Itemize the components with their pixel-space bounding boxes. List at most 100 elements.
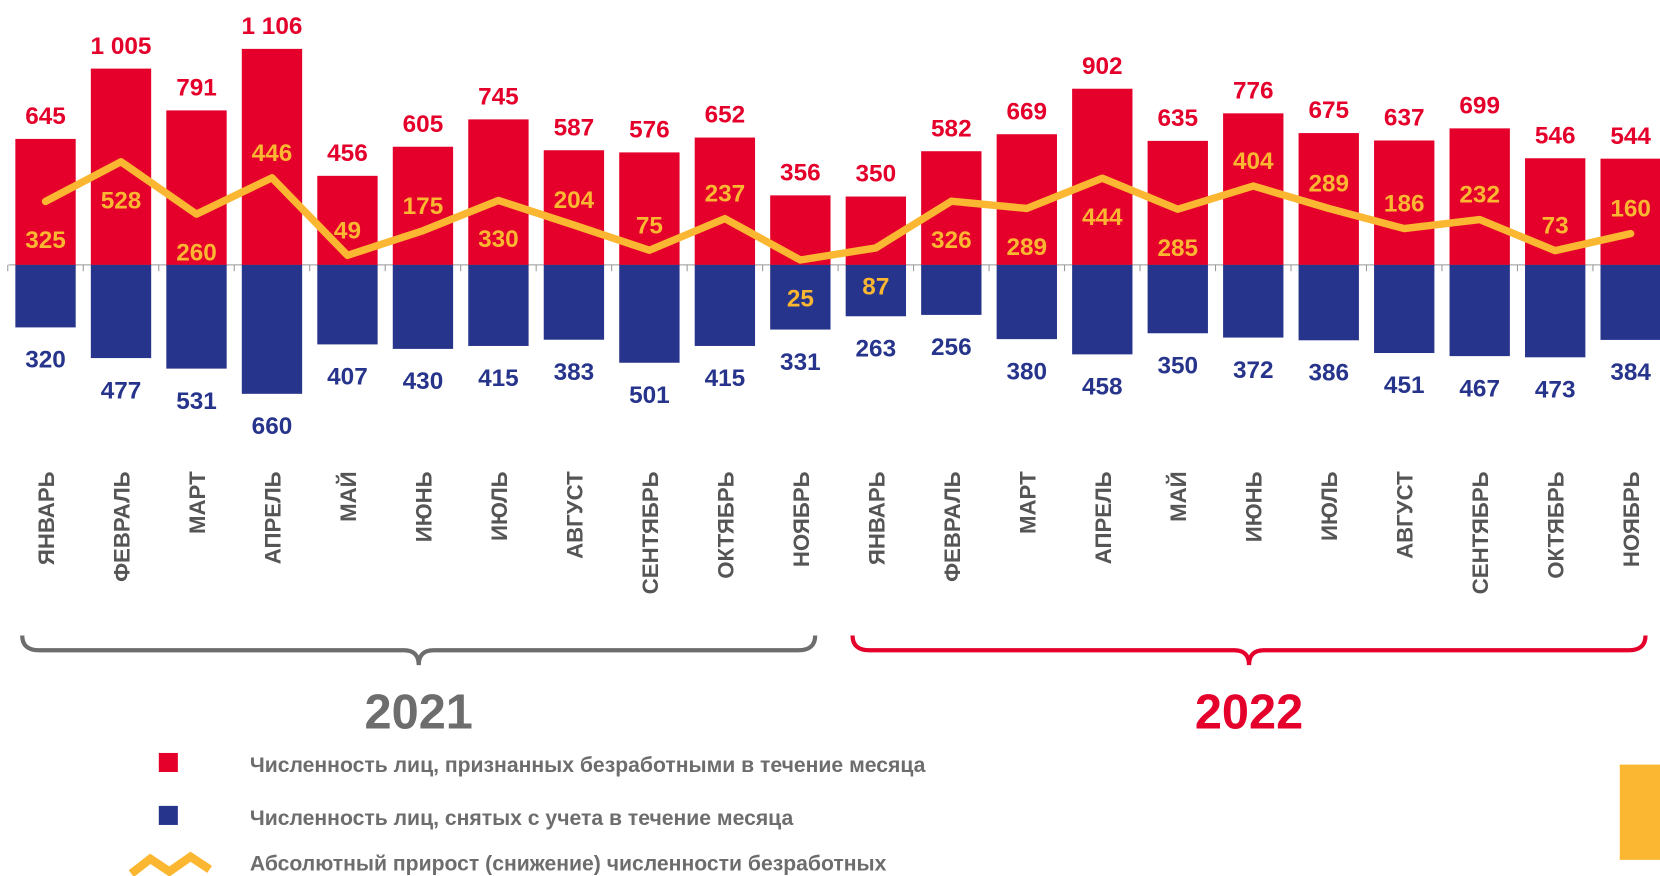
line-label: 73: [1542, 213, 1569, 240]
bar-removed: [1298, 264, 1359, 341]
line-label: 186: [1384, 191, 1425, 218]
x-tick-label: МАЙ: [1166, 471, 1191, 522]
data-label: 544: [1610, 123, 1651, 150]
bar-unemployed: [392, 146, 454, 265]
data-label: 415: [705, 365, 746, 392]
data-label: 635: [1157, 105, 1198, 132]
data-label: 652: [705, 102, 746, 129]
line-label: 87: [862, 273, 889, 300]
data-label: 380: [1007, 358, 1048, 385]
x-tick-label: ИЮНЬ: [411, 471, 436, 542]
line-label: 175: [403, 193, 444, 220]
bar-removed: [996, 264, 1057, 340]
data-label: 350: [856, 161, 897, 188]
data-label: 776: [1233, 78, 1274, 105]
data-label: 458: [1082, 374, 1123, 401]
data-label: 637: [1384, 105, 1425, 132]
data-label: 675: [1308, 97, 1349, 124]
x-tick-label: ФЕВРАЛЬ: [940, 471, 965, 582]
period-brace: [20, 635, 818, 666]
line-label: 528: [101, 187, 142, 214]
bar-unemployed: [166, 110, 227, 265]
data-label: 456: [327, 140, 368, 167]
legend-label: Абсолютный прирост (снижение) численност…: [250, 852, 887, 875]
x-tick-label: ИЮЛЬ: [1317, 471, 1342, 541]
data-label: 386: [1308, 360, 1349, 387]
bar-removed: [1600, 264, 1660, 340]
bar-unemployed: [468, 119, 529, 265]
line-label: 285: [1157, 235, 1198, 262]
x-tick-label: МАРТ: [1015, 471, 1040, 534]
bar-removed: [619, 264, 680, 363]
data-label: 587: [554, 114, 595, 141]
data-label: 791: [176, 75, 217, 102]
data-label: 501: [629, 382, 670, 409]
data-label: 467: [1459, 375, 1500, 402]
bar-removed: [468, 264, 529, 346]
line-label: 289: [1007, 234, 1048, 261]
legend-swatch: [158, 805, 178, 825]
line-label: 330: [478, 226, 519, 253]
bar-removed: [543, 264, 605, 340]
bar-removed: [90, 264, 152, 359]
bar-removed: [770, 264, 831, 330]
x-tick-label: ИЮЛЬ: [487, 471, 512, 541]
line-label: 289: [1308, 171, 1349, 198]
bar-removed: [1147, 264, 1208, 334]
data-label: 473: [1535, 377, 1576, 404]
bar-removed: [241, 264, 303, 394]
data-label: 699: [1459, 93, 1500, 120]
line-label: 204: [554, 187, 595, 214]
data-label: 383: [554, 359, 595, 386]
data-label: 477: [101, 377, 142, 404]
legend-label: Численность лиц, признанных безработными…: [250, 754, 926, 777]
line-label: 25: [787, 286, 814, 313]
bar-removed: [1525, 264, 1586, 358]
x-tick-label: ЯНВАРЬ: [864, 471, 889, 565]
line-label: 260: [176, 240, 217, 267]
line-label: 325: [25, 227, 66, 254]
data-label: 350: [1157, 353, 1198, 380]
period-label: 2022: [1195, 686, 1303, 740]
legend-label: Численность лиц, снятых с учета в течени…: [250, 807, 794, 830]
data-label: 576: [629, 117, 670, 144]
data-label: 263: [856, 336, 897, 363]
bar-unemployed: [543, 150, 605, 265]
data-label: 320: [25, 347, 66, 374]
x-tick-label: СЕНТЯБРЬ: [638, 471, 663, 594]
bar-removed: [1072, 264, 1133, 355]
bar-removed: [1223, 264, 1284, 338]
bar-unemployed: [694, 137, 756, 265]
data-label: 451: [1384, 372, 1425, 399]
bar-unemployed: [90, 68, 152, 265]
bar-removed: [845, 264, 907, 317]
x-tick-label: АВГУСТ: [1393, 471, 1418, 559]
data-label: 1 106: [242, 13, 303, 40]
legend-swatch: [128, 851, 212, 876]
bar-removed: [1374, 264, 1435, 353]
x-tick-label: НОЯБРЬ: [1619, 471, 1644, 567]
data-label: 582: [931, 115, 972, 142]
data-label: 902: [1082, 53, 1123, 80]
line-label: 444: [1082, 204, 1123, 231]
bar-unemployed: [241, 48, 303, 265]
bar-unemployed: [1374, 140, 1435, 265]
data-label: 430: [403, 368, 444, 395]
period-brace: [850, 635, 1648, 666]
data-label: 1 005: [91, 33, 152, 60]
bar-removed: [317, 264, 378, 345]
line-label: 160: [1610, 196, 1651, 223]
data-label: 356: [780, 160, 821, 187]
period-label: 2021: [365, 686, 473, 740]
x-tick-label: АПРЕЛЬ: [260, 471, 285, 564]
bar-removed: [392, 264, 454, 349]
x-tick-label: ИЮНЬ: [1242, 471, 1267, 542]
data-label: 372: [1233, 357, 1274, 384]
line-label: 49: [334, 217, 361, 244]
growth-line: [41, 158, 1635, 264]
legend-swatch: [158, 752, 178, 773]
data-label: 415: [478, 365, 519, 392]
data-label: 669: [1007, 98, 1048, 125]
x-tick-label: ОКТЯБРЬ: [713, 471, 738, 578]
